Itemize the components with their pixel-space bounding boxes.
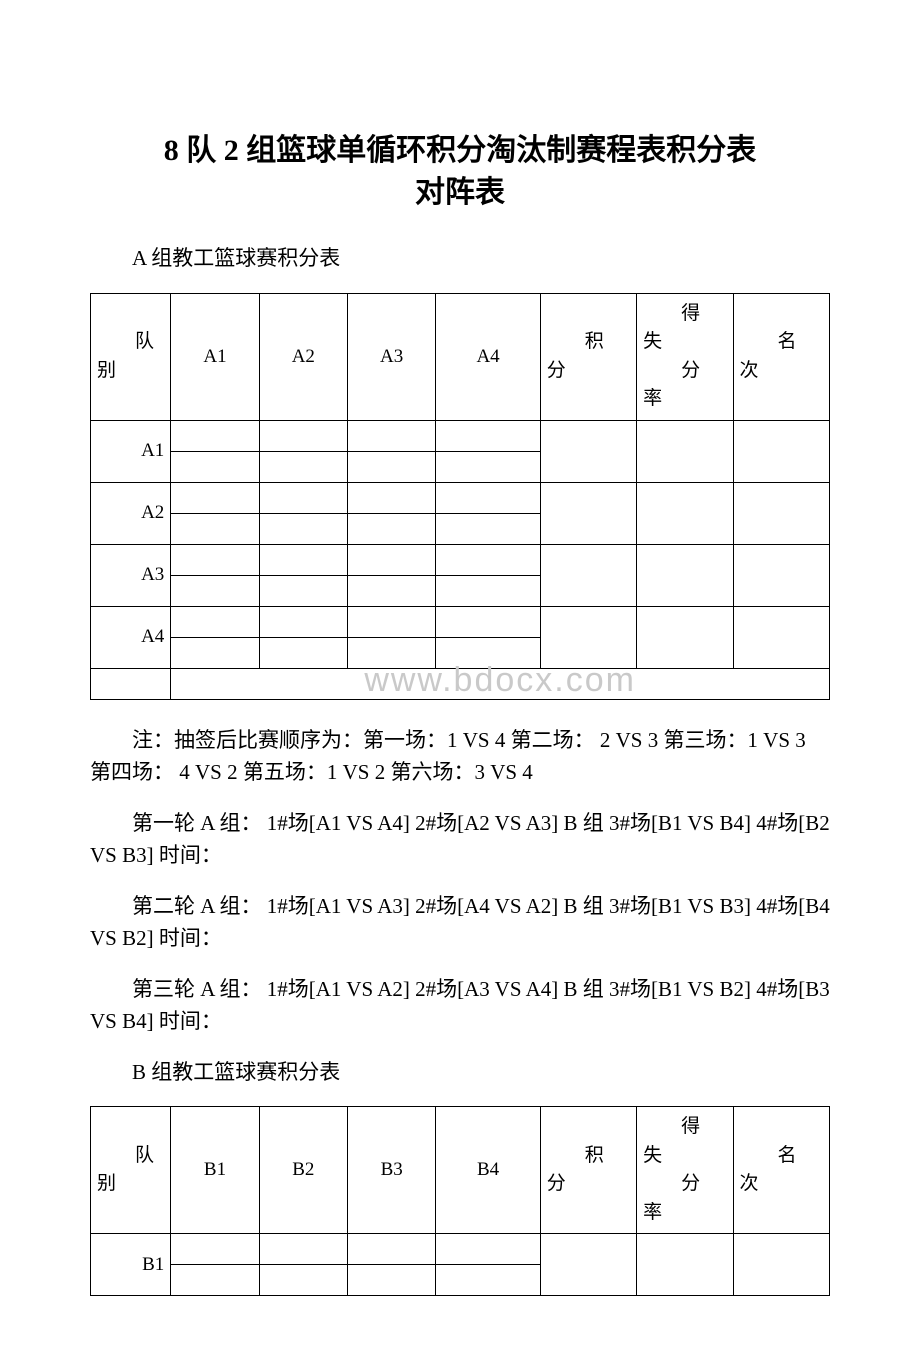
cell xyxy=(91,668,171,699)
col-b4: B4 xyxy=(436,1107,540,1234)
cell xyxy=(348,420,436,451)
table-a-caption: A 组教工篮球赛积分表 xyxy=(90,242,830,275)
page-title: 8 队 2 组篮球单循环积分淘汰制赛程表积分表 对阵表 xyxy=(90,130,830,214)
row-label: A1 xyxy=(91,420,171,482)
cell xyxy=(637,1234,733,1296)
cell xyxy=(171,575,259,606)
col-a1: A1 xyxy=(171,293,259,420)
cell xyxy=(259,637,347,668)
watermark-cell: www.bdocx.com xyxy=(171,668,830,699)
col-points: 积分 xyxy=(540,1107,636,1234)
col-b3: B3 xyxy=(348,1107,436,1234)
table-b-header-row: 队别 B1 B2 B3 B4 积分 得失 分率 名次 xyxy=(91,1107,830,1234)
col-a4: A4 xyxy=(436,293,540,420)
row-label: B1 xyxy=(91,1234,171,1296)
round-1-paragraph: 第一轮 A 组： 1#场[A1 VS A4] 2#场[A2 VS A3] B 组… xyxy=(90,807,830,872)
col-b1: B1 xyxy=(171,1107,259,1234)
cell xyxy=(733,482,829,544)
cell xyxy=(171,420,259,451)
round-2-paragraph: 第二轮 A 组： 1#场[A1 VS A3] 2#场[A4 VS A2] B 组… xyxy=(90,890,830,955)
cell xyxy=(436,606,540,637)
cell xyxy=(436,513,540,544)
cell xyxy=(348,513,436,544)
cell xyxy=(733,606,829,668)
round-3-paragraph: 第三轮 A 组： 1#场[A1 VS A2] 2#场[A3 VS A4] B 组… xyxy=(90,973,830,1038)
row-label: A3 xyxy=(91,544,171,606)
document-page: 8 队 2 组篮球单循环积分淘汰制赛程表积分表 对阵表 A 组教工篮球赛积分表 … xyxy=(0,0,920,1360)
row-label: A2 xyxy=(91,482,171,544)
cell xyxy=(637,420,733,482)
cell xyxy=(171,637,259,668)
cell xyxy=(171,544,259,575)
cell xyxy=(540,420,636,482)
table-row: B1 xyxy=(91,1234,830,1265)
cell xyxy=(259,420,347,451)
cell xyxy=(259,451,347,482)
cell xyxy=(637,482,733,544)
cell xyxy=(171,606,259,637)
cell xyxy=(259,606,347,637)
cell xyxy=(348,637,436,668)
title-line-2: 对阵表 xyxy=(415,176,505,209)
cell xyxy=(436,420,540,451)
cell xyxy=(259,1265,347,1296)
col-ratio: 得失 分率 xyxy=(637,293,733,420)
col-team: 队别 xyxy=(91,293,171,420)
cell xyxy=(348,606,436,637)
col-team: 队别 xyxy=(91,1107,171,1234)
cell xyxy=(733,544,829,606)
cell xyxy=(259,575,347,606)
cell xyxy=(348,451,436,482)
cell xyxy=(171,482,259,513)
col-ratio: 得失 分率 xyxy=(637,1107,733,1234)
table-row: www.bdocx.com xyxy=(91,668,830,699)
col-points: 积分 xyxy=(540,293,636,420)
cell xyxy=(259,544,347,575)
cell xyxy=(171,451,259,482)
cell xyxy=(436,451,540,482)
score-table-b: 队别 B1 B2 B3 B4 积分 得失 分率 名次 B1 xyxy=(90,1106,830,1296)
title-line-1: 8 队 2 组篮球单循环积分淘汰制赛程表积分表 xyxy=(164,134,757,167)
cell xyxy=(436,1234,540,1265)
table-row: A2 xyxy=(91,482,830,513)
cell xyxy=(540,1234,636,1296)
cell xyxy=(259,1234,347,1265)
col-rank: 名次 xyxy=(733,1107,829,1234)
cell xyxy=(171,513,259,544)
cell xyxy=(171,1234,259,1265)
table-row: A3 xyxy=(91,544,830,575)
cell xyxy=(259,482,347,513)
cell xyxy=(733,1234,829,1296)
cell xyxy=(540,544,636,606)
col-rank: 名次 xyxy=(733,293,829,420)
cell xyxy=(259,513,347,544)
row-label: A4 xyxy=(91,606,171,668)
score-table-a: 队别 A1 A2 A3 A4 积分 得失 分率 名次 A1 A2 A3 xyxy=(90,293,830,700)
note-paragraph: 注：抽签后比赛顺序为：第一场：1 VS 4 第二场： 2 VS 3 第三场：1 … xyxy=(90,724,830,789)
cell xyxy=(637,606,733,668)
col-b2: B2 xyxy=(259,1107,347,1234)
cell xyxy=(348,1265,436,1296)
cell xyxy=(436,1265,540,1296)
table-a-header-row: 队别 A1 A2 A3 A4 积分 得失 分率 名次 xyxy=(91,293,830,420)
cell xyxy=(436,575,540,606)
cell xyxy=(436,637,540,668)
cell xyxy=(171,1265,259,1296)
cell xyxy=(348,482,436,513)
table-row: A1 xyxy=(91,420,830,451)
cell xyxy=(733,420,829,482)
cell xyxy=(540,606,636,668)
cell xyxy=(348,1234,436,1265)
cell xyxy=(540,482,636,544)
cell xyxy=(348,544,436,575)
table-row: A4 xyxy=(91,606,830,637)
col-a2: A2 xyxy=(259,293,347,420)
col-a3: A3 xyxy=(348,293,436,420)
table-b-caption: B 组教工篮球赛积分表 xyxy=(90,1056,830,1089)
cell xyxy=(436,544,540,575)
cell xyxy=(637,544,733,606)
cell xyxy=(436,482,540,513)
cell xyxy=(348,575,436,606)
